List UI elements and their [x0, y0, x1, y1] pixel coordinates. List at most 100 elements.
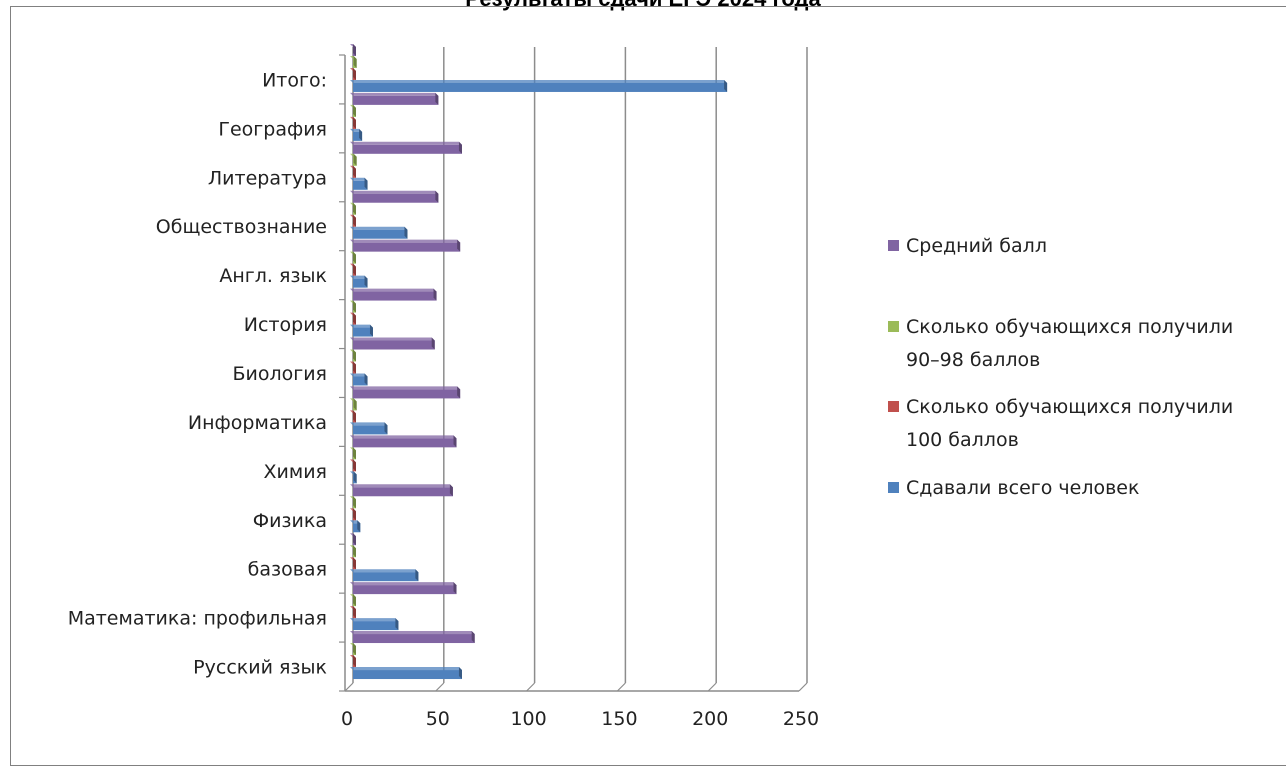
bar-end [431, 337, 435, 350]
bar-end [353, 508, 356, 521]
bar [353, 621, 399, 631]
bar-top [350, 422, 388, 426]
bar-top [350, 239, 461, 243]
bar-end [471, 631, 475, 644]
bar-end [353, 104, 356, 117]
bar-end [435, 190, 439, 203]
legend-label-line1: Сколько обучающихся получили [906, 316, 1233, 338]
legend-label: Средний балл [906, 235, 1047, 257]
bar-end [369, 324, 373, 337]
bar-end [353, 349, 356, 362]
bar-end [353, 471, 357, 484]
bar-top [350, 337, 435, 341]
legend-swatch [888, 401, 899, 412]
bar-end [384, 422, 388, 435]
x-tick-label: 100 [510, 708, 546, 730]
legend-label-line1: Сколько обучающихся получили [906, 396, 1233, 418]
bar-end [359, 128, 363, 141]
bar-end [353, 410, 356, 423]
bar-end [353, 300, 356, 313]
bar-top [350, 484, 453, 488]
bar [353, 425, 388, 435]
category-label: Информатика [188, 412, 327, 434]
legend-swatch [888, 240, 899, 251]
gridline-floor-150 [616, 682, 626, 692]
x-tick-label: 200 [692, 708, 728, 730]
bar [353, 82, 728, 92]
bar [353, 634, 475, 644]
bar-end [353, 398, 357, 411]
bar-end [353, 594, 356, 607]
gridline-floor-100 [526, 682, 536, 692]
bar-end [395, 618, 399, 631]
bar-top [350, 226, 408, 230]
bar-end [435, 92, 439, 105]
bar-end [353, 43, 356, 56]
legend-label: Сдавали всего человек [906, 477, 1139, 499]
bar-top [350, 386, 461, 390]
bar-end [458, 667, 462, 680]
bar-end [353, 361, 356, 374]
bar-end [353, 447, 356, 460]
bar-top [350, 79, 728, 83]
bar [353, 144, 462, 154]
bar-end [353, 459, 356, 472]
bar-top [350, 324, 373, 328]
bar [353, 572, 419, 582]
bar [353, 585, 457, 595]
category-label: Обществознание [156, 216, 327, 238]
bar-end [353, 655, 356, 668]
gridline-floor-250 [798, 682, 808, 692]
gridline-floor-0 [344, 682, 354, 692]
bar-end [415, 569, 419, 582]
gridline-floor-200 [707, 682, 717, 692]
bar-end [457, 239, 461, 252]
bar-end [353, 67, 356, 80]
bar-end [353, 116, 356, 129]
bar [353, 523, 361, 533]
bar-end [353, 251, 356, 264]
bar-end [353, 643, 356, 656]
bar-top [350, 569, 419, 573]
bar-end [364, 373, 368, 386]
bar-end [458, 141, 462, 154]
bar-end [353, 312, 356, 325]
x-tick-label: 150 [601, 708, 637, 730]
legend-swatch [888, 482, 899, 493]
category-label: Химия [264, 461, 327, 483]
x-tick-label: 50 [426, 708, 450, 730]
bar-end [353, 202, 356, 215]
bar-top [350, 582, 457, 586]
bar [353, 193, 439, 203]
bar [353, 340, 435, 350]
bar-end [724, 79, 728, 92]
category-label: Итого: [262, 69, 327, 91]
bar-top [350, 435, 457, 439]
category-label: Физика [253, 510, 327, 532]
bar-end [357, 520, 361, 533]
bar-end [453, 582, 457, 595]
bar-top [350, 288, 437, 292]
legend-label-line2: 90–98 баллов [906, 349, 1040, 371]
bar-end [433, 288, 437, 301]
legend-swatch [888, 321, 899, 332]
bar-end [353, 55, 357, 68]
chart-title: Результаты сдачи ЕГЭ 2024 года [0, 0, 1286, 12]
category-label: Математика: профильная [68, 608, 327, 630]
bar [353, 242, 461, 252]
bar-end [353, 557, 356, 570]
bar [353, 327, 373, 337]
category-label: Англ. язык [219, 265, 327, 287]
bar-end [353, 165, 356, 178]
category-label: базовая [248, 559, 327, 581]
bar-end [353, 496, 356, 509]
bar-end [353, 263, 356, 276]
bar [353, 180, 368, 190]
bar-end [353, 545, 356, 558]
bar-top [350, 618, 399, 622]
category-label: Русский язык [193, 657, 327, 679]
bar-end [353, 214, 356, 227]
bar-end [364, 275, 368, 288]
bar-top [350, 177, 368, 181]
